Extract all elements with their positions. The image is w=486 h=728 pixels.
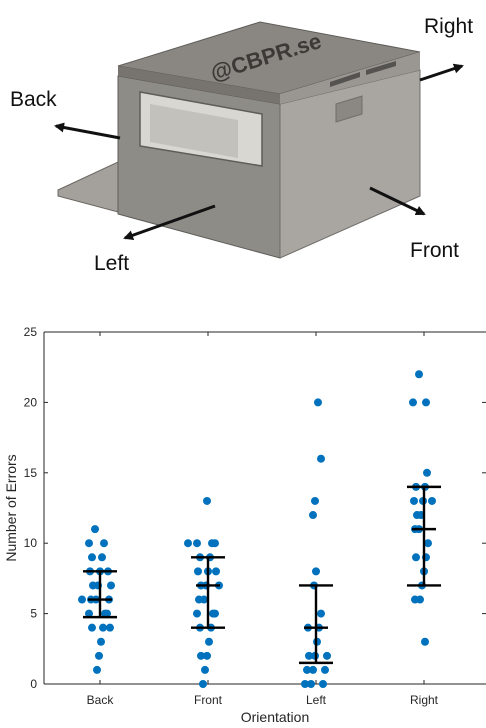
data-point (93, 665, 101, 674)
lid-band-left (118, 66, 280, 104)
data-point (422, 398, 430, 407)
data-point (107, 581, 115, 590)
data-point (410, 496, 418, 505)
data-point (312, 567, 320, 576)
data-point (319, 680, 327, 688)
data-point (194, 567, 202, 576)
x-tick-label: Left (306, 693, 327, 707)
data-point (193, 609, 201, 618)
y-tick-label: 25 (24, 325, 38, 339)
data-point (305, 651, 313, 660)
y-tick-label: 20 (24, 395, 38, 409)
data-point (199, 680, 207, 688)
data-point (106, 623, 114, 632)
arrow-front (369, 186, 426, 216)
data-point (314, 398, 322, 407)
arrow-right (419, 63, 464, 82)
arrow-back (54, 122, 121, 140)
data-point (203, 496, 211, 505)
errors-chart: 0 5 10 15 20 25 Back Front Left Right Orientation N… (3, 325, 486, 725)
box-right-face (279, 69, 421, 259)
data-point (411, 595, 419, 604)
data-point (309, 665, 317, 674)
data-point (193, 539, 201, 548)
x-tick-label: Right (410, 693, 439, 707)
data-point (88, 623, 96, 632)
data-point (195, 595, 203, 604)
y-tick-label: 15 (24, 466, 38, 480)
y-tick-label: 0 (30, 677, 37, 691)
y-axis-title: Number of Errors (3, 454, 19, 561)
y-tick-label: 10 (24, 536, 38, 550)
label-right: Right (424, 15, 474, 38)
label-back: Back (10, 88, 57, 111)
data-point (428, 496, 436, 505)
data-point (309, 511, 317, 520)
data-point (99, 623, 107, 632)
data-point (303, 665, 311, 674)
data-point (415, 370, 423, 379)
data-point (203, 651, 211, 660)
data-point (91, 525, 99, 534)
arrow-left (123, 204, 216, 241)
data-point (103, 609, 111, 618)
label-front: Front (410, 239, 460, 262)
data-point (412, 553, 420, 562)
device-diagram: @CBPR.se (54, 21, 464, 259)
data-point (212, 567, 220, 576)
data-point (211, 539, 219, 548)
y-tick-label: 5 (30, 607, 37, 621)
chart-axes: 0 5 10 15 20 25 Back Front Left Right Orientation N… (3, 325, 486, 725)
data-point (205, 637, 213, 646)
label-left: Left (94, 252, 130, 275)
data-point (423, 468, 431, 477)
data-point (100, 539, 108, 548)
x-tick-label: Back (87, 693, 115, 707)
data-point (323, 651, 331, 660)
data-point (95, 651, 103, 660)
data-point (307, 680, 315, 688)
window-inner (150, 104, 238, 158)
chart-marks (78, 370, 441, 688)
data-point (197, 651, 205, 660)
data-point (211, 609, 219, 618)
data-point (321, 665, 329, 674)
data-point (317, 454, 325, 463)
data-point (85, 539, 93, 548)
data-point (89, 581, 97, 590)
data-point (184, 539, 192, 548)
data-point (98, 553, 106, 562)
data-point (97, 637, 105, 646)
data-point (413, 511, 421, 520)
data-point (311, 496, 319, 505)
data-point (78, 595, 86, 604)
x-tick-label: Front (194, 693, 223, 707)
x-axis-title: Orientation (241, 709, 309, 725)
data-point (424, 539, 432, 548)
data-point (317, 609, 325, 618)
lid-slot (330, 72, 360, 87)
data-point (421, 637, 429, 646)
data-point (409, 398, 417, 407)
side-notch (335, 95, 363, 123)
lid-slot (366, 61, 396, 75)
data-point (301, 680, 309, 688)
data-point (201, 665, 209, 674)
data-point (88, 553, 96, 562)
data-point (85, 609, 93, 618)
